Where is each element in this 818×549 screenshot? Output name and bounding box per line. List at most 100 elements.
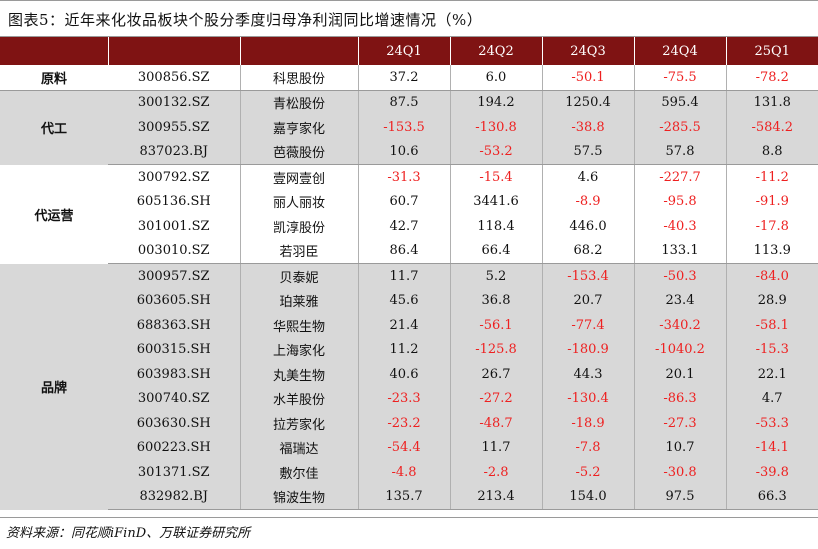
stock-code-cell: 300132.SZ [108,90,241,115]
value-cell: -15.4 [450,164,543,190]
table-row: 605136.SH 丽人丽妆 60.7 3441.6 -8.9 -95.8 -91.9 [0,189,818,214]
value-cell: -86.3 [634,386,727,411]
stock-name-cell: 珀莱雅 [240,288,359,313]
value-cell: 1250.4 [542,90,635,115]
value-cell: 595.4 [634,90,727,115]
growth-table: 24Q1 24Q2 24Q3 24Q4 25Q1 原料 300856.SZ 科思股份… [0,37,818,510]
stock-code-cell: 301001.SZ [108,214,241,239]
table-row: 代工 300132.SZ 青松股份 87.5 194.2 1250.4 595.4 131.8 [0,90,818,165]
value-cell: 57.8 [634,139,727,165]
table-row: 688363.SH 华熙生物 21.4 -56.1 -77.4 -340.2 -58.1 [0,313,818,338]
stock-code-cell: 688363.SH [108,313,241,338]
value-cell: -130.8 [450,115,543,140]
stock-name-cell: 丸美生物 [240,362,359,387]
header-cell-24q4: 24Q4 [634,37,727,65]
value-cell: -38.8 [542,115,635,140]
stock-code-cell: 603605.SH [108,288,241,313]
value-cell: 42.7 [358,214,451,239]
stock-code-cell: 603630.SH [108,411,241,436]
value-cell: 26.7 [450,362,543,387]
value-cell: -130.4 [542,386,635,411]
stock-code-cell: 600223.SH [108,435,241,460]
table-row: 603983.SH 丸美生物 40.6 26.7 44.3 20.1 22.1 [0,362,818,387]
category-cell: 代工 [0,90,108,165]
stock-name-cell: 水羊股份 [240,386,359,411]
value-cell: -75.5 [634,65,727,91]
stock-code-cell: 300856.SZ [108,65,241,91]
stock-name-cell: 青松股份 [240,90,359,115]
value-cell: -50.3 [634,263,727,289]
table-header-row: 24Q1 24Q2 24Q3 24Q4 25Q1 [0,37,818,65]
stock-name-cell: 凯淳股份 [240,214,359,239]
value-cell: 22.1 [726,362,818,387]
table-row: 832982.BJ 锦波生物 135.7 213.4 154.0 97.5 66.3 [0,484,818,510]
stock-code-cell: 837023.BJ [108,139,241,165]
value-cell: -2.8 [450,460,543,485]
value-cell: -31.3 [358,164,451,190]
value-cell: -27.3 [634,411,727,436]
stock-name-cell: 芭薇股份 [240,139,359,165]
category-cell: 代运营 [0,164,108,264]
header-cell-24q3: 24Q3 [542,37,635,65]
figure-title-bar: 图表5：近年来化妆品板块个股分季度归母净利润同比增速情况（%） [0,0,818,37]
value-cell: -54.4 [358,435,451,460]
stock-code-cell: 600315.SH [108,337,241,362]
value-cell: 113.9 [726,238,818,264]
bottom-rule [0,517,818,518]
value-cell: -95.8 [634,189,727,214]
value-cell: 66.4 [450,238,543,264]
stock-name-cell: 上海家化 [240,337,359,362]
value-cell: -78.2 [726,65,818,91]
value-cell: -48.7 [450,411,543,436]
value-cell: -17.8 [726,214,818,239]
value-cell: 40.6 [358,362,451,387]
value-cell: -340.2 [634,313,727,338]
stock-name-cell: 嘉亨家化 [240,115,359,140]
value-cell: 8.8 [726,139,818,165]
figure-title: 图表5：近年来化妆品板块个股分季度归母净利润同比增速情况（%） [8,11,483,29]
value-cell: -53.2 [450,139,543,165]
header-cell-25q1: 25Q1 [726,37,818,65]
value-cell: -153.5 [358,115,451,140]
value-cell: 97.5 [634,484,727,510]
table-row: 600223.SH 福瑞达 -54.4 11.7 -7.8 10.7 -14.1 [0,435,818,460]
value-cell: 3441.6 [450,189,543,214]
value-cell: 86.4 [358,238,451,264]
stock-name-cell: 敷尔佳 [240,460,359,485]
value-cell: -153.4 [542,263,635,289]
header-cell [108,37,241,65]
value-cell: -4.8 [358,460,451,485]
table-row: 003010.SZ 若羽臣 86.4 66.4 68.2 133.1 113.9 [0,238,818,264]
value-cell: -285.5 [634,115,727,140]
value-cell: 4.6 [542,164,635,190]
value-cell: 131.8 [726,90,818,115]
value-cell: -8.9 [542,189,635,214]
value-cell: 118.4 [450,214,543,239]
table-row: 600315.SH 上海家化 11.2 -125.8 -180.9 -1040.2 -15.… [0,337,818,362]
value-cell: -23.2 [358,411,451,436]
value-cell: 23.4 [634,288,727,313]
value-cell: 44.3 [542,362,635,387]
header-cell [240,37,359,65]
value-cell: 194.2 [450,90,543,115]
table-row: 300740.SZ 水羊股份 -23.3 -27.2 -130.4 -86.3 4.7 [0,386,818,411]
stock-code-cell: 300955.SZ [108,115,241,140]
stock-code-cell: 300740.SZ [108,386,241,411]
table-row: 代运营 300792.SZ 壹网壹创 -31.3 -15.4 4.6 -227.7 -11.2 [0,164,818,264]
value-cell: -15.3 [726,337,818,362]
table-row: 300955.SZ 嘉亨家化 -153.5 -130.8 -38.8 -285.5 -584… [0,115,818,140]
value-cell: 446.0 [542,214,635,239]
table-row: 603630.SH 拉芳家化 -23.2 -48.7 -18.9 -27.3 -53.3 [0,411,818,436]
value-cell: -77.4 [542,313,635,338]
value-cell: -40.3 [634,214,727,239]
stock-name-cell: 拉芳家化 [240,411,359,436]
value-cell: 11.7 [450,435,543,460]
value-cell: -50.1 [542,65,635,91]
stock-code-cell: 300792.SZ [108,164,241,190]
value-cell: 154.0 [542,484,635,510]
source-note: 资料来源：同花顺iFinD、万联证券研究所 [6,526,251,541]
table-row: 原料 300856.SZ 科思股份 37.2 6.0 -50.1 -75.5 -78.2 [0,65,818,91]
value-cell: 36.8 [450,288,543,313]
stock-name-cell: 若羽臣 [240,238,359,264]
value-cell: -227.7 [634,164,727,190]
